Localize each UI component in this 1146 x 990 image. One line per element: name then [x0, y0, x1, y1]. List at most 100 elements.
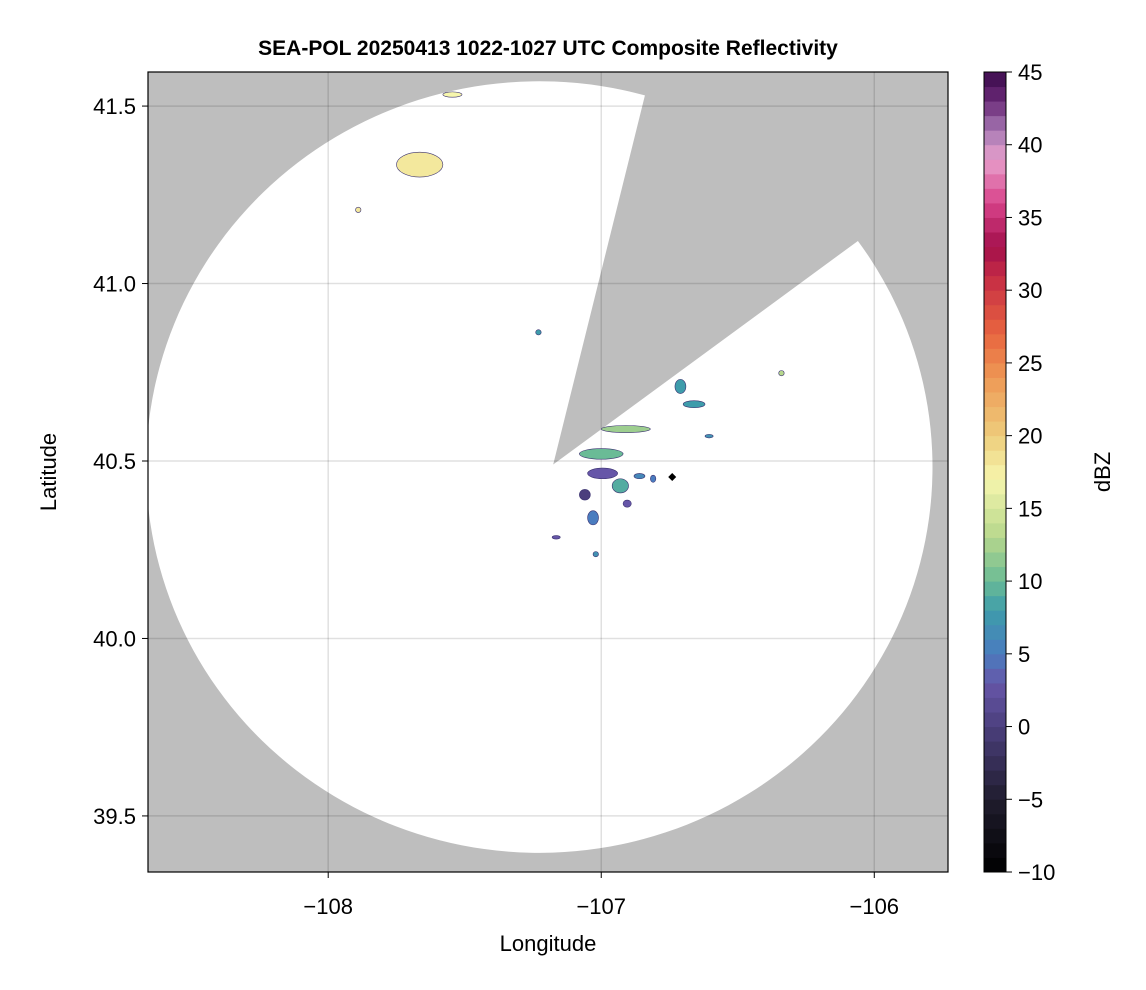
- reflectivity-echo: [355, 206, 362, 213]
- colorbar-bin: [984, 712, 1006, 728]
- colorbar-bin: [984, 726, 1006, 742]
- colorbar-bin: [984, 741, 1006, 757]
- colorbar-bin: [984, 159, 1006, 175]
- colorbar-bin: [984, 72, 1006, 88]
- reflectivity-echo: [622, 499, 632, 508]
- colorbar-bin: [984, 799, 1006, 815]
- reflectivity-echo: [600, 425, 651, 433]
- colorbar-bin: [984, 406, 1006, 422]
- colorbar-bin: [984, 115, 1006, 131]
- colorbar-bin: [984, 566, 1006, 582]
- colorbar-bin: [984, 261, 1006, 277]
- radar-location-marker: [668, 472, 677, 481]
- colorbar-bin: [984, 421, 1006, 437]
- colorbar-bin: [984, 581, 1006, 597]
- colorbar-bin: [984, 842, 1006, 858]
- colorbar-bin: [984, 479, 1006, 495]
- colorbar-bin: [984, 537, 1006, 553]
- colorbar-tick-label: 45: [1018, 60, 1042, 85]
- reflectivity-echo: [551, 535, 561, 540]
- colorbar-tick-label: −10: [1018, 860, 1055, 885]
- y-tick-label: 41.0: [93, 272, 136, 297]
- colorbar-bin: [984, 319, 1006, 335]
- x-tick-label: −108: [303, 894, 353, 919]
- colorbar-bin: [984, 392, 1006, 408]
- colorbar-bin: [984, 232, 1006, 248]
- reflectivity-echo: [587, 510, 599, 526]
- colorbar-bin: [984, 668, 1006, 684]
- colorbar-tick-label: 20: [1018, 424, 1042, 449]
- colorbar-bin: [984, 639, 1006, 655]
- colorbar-bin: [984, 770, 1006, 786]
- reflectivity-echo: [442, 91, 463, 98]
- colorbar-bin: [984, 377, 1006, 393]
- colorbar-bin: [984, 508, 1006, 524]
- colorbar-bin: [984, 435, 1006, 451]
- colorbar-bin: [984, 275, 1006, 291]
- colorbar-bin: [984, 333, 1006, 349]
- colorbar-frame: [983, 71, 1007, 873]
- reflectivity-echo: [674, 379, 687, 394]
- colorbar-tick-label: 5: [1018, 642, 1030, 667]
- x-tick-label: −106: [849, 894, 899, 919]
- colorbar-bin: [984, 144, 1006, 160]
- colorbar-bin: [984, 624, 1006, 640]
- colorbar-bin: [984, 653, 1006, 669]
- reflectivity-echo: [535, 329, 542, 336]
- colorbar-bin: [984, 188, 1006, 204]
- reflectivity-echo: [396, 151, 444, 178]
- colorbar-bin: [984, 450, 1006, 466]
- colorbar-tick-label: −5: [1018, 787, 1043, 812]
- colorbar-bin: [984, 784, 1006, 800]
- colorbar-bin: [984, 697, 1006, 713]
- plot-area: [148, 72, 948, 872]
- colorbar-bin: [984, 755, 1006, 771]
- colorbar-bin: [984, 173, 1006, 189]
- colorbar-bin: [984, 246, 1006, 262]
- colorbar-bin: [984, 217, 1006, 233]
- plot-frame: [147, 71, 949, 873]
- colorbar-bin: [984, 304, 1006, 320]
- colorbar-bin: [984, 610, 1006, 626]
- colorbar-bin: [984, 101, 1006, 117]
- colorbar-tick-label: 30: [1018, 278, 1042, 303]
- colorbar-bin: [984, 464, 1006, 480]
- colorbar-tick-label: 15: [1018, 496, 1042, 521]
- colorbar-bin: [984, 813, 1006, 829]
- colorbar-bin: [984, 202, 1006, 218]
- chart-title: SEA-POL 20250413 1022-1027 UTC Composite…: [258, 37, 838, 60]
- reflectivity-echo: [778, 370, 785, 377]
- reflectivity-echo: [633, 473, 646, 480]
- colorbar-bin: [984, 522, 1006, 538]
- reflectivity-echo: [579, 448, 624, 460]
- reflectivity-echo: [579, 489, 591, 501]
- colorbar-bin: [984, 86, 1006, 102]
- colorbar-bin: [984, 828, 1006, 844]
- reflectivity-echo: [587, 467, 618, 480]
- radar-coverage-area: [148, 81, 933, 853]
- y-tick-label: 40.5: [93, 449, 136, 474]
- reflectivity-echo: [611, 478, 629, 494]
- colorbar-tick-label: 25: [1018, 351, 1042, 376]
- x-axis-label: Longitude: [500, 931, 597, 956]
- reflectivity-echo: [592, 551, 599, 558]
- reflectivity-echo: [650, 474, 657, 483]
- colorbar-bin: [984, 130, 1006, 146]
- colorbar-bin: [984, 348, 1006, 364]
- colorbar-bin: [984, 857, 1006, 873]
- y-tick-label: 40.0: [93, 626, 136, 651]
- colorbar-bin: [984, 595, 1006, 611]
- y-tick-label: 39.5: [93, 804, 136, 829]
- x-tick-label: −107: [576, 894, 626, 919]
- colorbar-bin: [984, 362, 1006, 378]
- colorbar-bin: [984, 552, 1006, 568]
- colorbar-tick-label: 35: [1018, 205, 1042, 230]
- colorbar-tick-label: 40: [1018, 133, 1042, 158]
- colorbar-bin: [984, 493, 1006, 509]
- y-tick-label: 41.5: [93, 94, 136, 119]
- colorbar-bin: [984, 682, 1006, 698]
- colorbar-tick-label: 10: [1018, 569, 1042, 594]
- reflectivity-echo: [704, 434, 714, 439]
- reflectivity-echo: [682, 400, 706, 409]
